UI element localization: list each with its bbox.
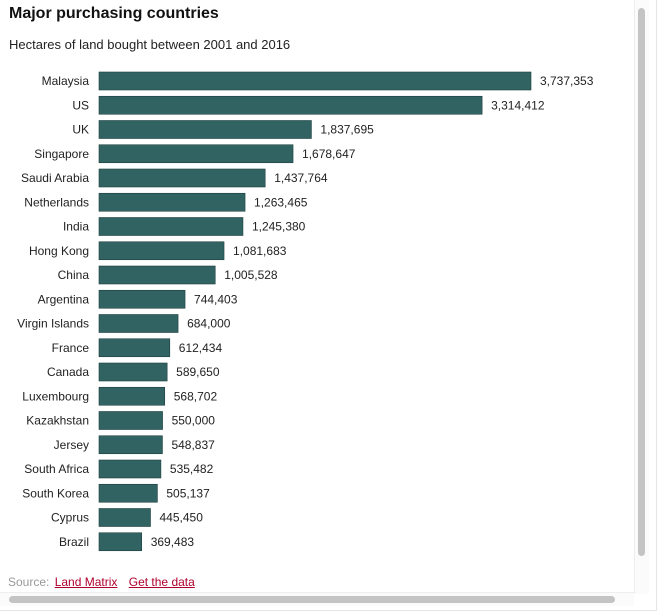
bar-india[interactable] (98, 217, 244, 236)
value-label-argentina: 744,403 (194, 292, 238, 306)
category-label-brazil: Brazil (59, 535, 89, 549)
bar-france[interactable] (98, 338, 171, 358)
value-label-jersey: 548,837 (171, 438, 215, 452)
value-label-luxembourg: 568,702 (174, 389, 218, 403)
bar-kazakhstan[interactable] (98, 411, 163, 430)
bar-argentina[interactable] (98, 289, 186, 309)
value-label-malaysia: 3,737,353 (540, 74, 594, 88)
value-label-virgin-islands: 684,000 (187, 317, 231, 331)
bars (98, 71, 532, 552)
source-link[interactable]: Land Matrix (54, 575, 118, 589)
category-label-malaysia: Malaysia (42, 74, 90, 88)
bar-singapore[interactable] (98, 144, 294, 164)
bar-cyprus[interactable] (98, 508, 151, 527)
category-label-hong-kong: Hong Kong (29, 244, 89, 258)
bar-uk[interactable] (98, 120, 312, 139)
bar-us[interactable] (98, 95, 483, 115)
value-label-brazil: 369,483 (151, 535, 195, 549)
value-labels: 3,737,353 3,314,412 1,837,695 1,678,647 1,43… (151, 74, 594, 549)
category-label-singapore: Singapore (34, 147, 89, 161)
bar-chart: Malaysia US UK Singapore Saudi Arabia Netherl… (17, 71, 594, 552)
bar-brazil[interactable] (98, 532, 143, 552)
vertical-scrollbar[interactable] (634, 0, 649, 594)
get-data-link[interactable]: Get the data (128, 575, 195, 589)
value-label-cyprus: 445,450 (159, 511, 203, 525)
horizontal-scrollbar-thumb[interactable] (9, 596, 615, 603)
bar-hong-kong[interactable] (98, 241, 225, 261)
category-labels: Malaysia US UK Singapore Saudi Arabia Netherl… (17, 74, 89, 549)
category-label-kazakhstan: Kazakhstan (26, 414, 89, 428)
category-label-argentina: Argentina (38, 292, 90, 306)
value-label-us: 3,314,412 (491, 98, 545, 112)
category-label-luxembourg: Luxembourg (22, 389, 89, 403)
source-line: Source: Land Matrix Get the data (8, 575, 195, 589)
category-label-us: US (72, 98, 89, 112)
bar-luxembourg[interactable] (98, 386, 166, 406)
value-label-india: 1,245,380 (252, 220, 306, 234)
vertical-scrollbar-thumb[interactable] (638, 8, 645, 556)
value-label-singapore: 1,678,647 (302, 147, 356, 161)
category-label-south-korea: South Korea (22, 486, 89, 500)
value-label-uk: 1,837,695 (320, 123, 374, 137)
bar-virgin-islands[interactable] (98, 314, 179, 333)
value-label-canada: 589,650 (176, 365, 220, 379)
value-label-kazakhstan: 550,000 (172, 414, 216, 428)
category-label-virgin-islands: Virgin Islands (17, 317, 89, 331)
category-label-south-africa: South Africa (24, 462, 89, 476)
chart-subtitle: Hectares of land bought between 2001 and… (9, 37, 291, 52)
chart-title: Major purchasing countries (9, 5, 219, 22)
category-label-india: India (63, 220, 89, 234)
value-label-france: 612,434 (179, 341, 223, 355)
horizontal-scrollbar[interactable] (0, 592, 634, 606)
bar-saudi-arabia[interactable] (98, 168, 266, 188)
category-label-china: China (58, 268, 90, 282)
category-label-netherlands: Netherlands (24, 195, 89, 209)
bar-netherlands[interactable] (98, 192, 246, 212)
bar-south-africa[interactable] (98, 459, 162, 479)
value-label-china: 1,005,528 (224, 268, 278, 282)
category-label-france: France (52, 341, 90, 355)
category-label-canada: Canada (47, 365, 89, 379)
source-label: Source: (8, 575, 50, 589)
bar-china[interactable] (98, 265, 216, 285)
value-label-hong-kong: 1,081,683 (233, 244, 287, 258)
category-label-jersey: Jersey (54, 438, 89, 452)
value-label-south-korea: 505,137 (166, 486, 210, 500)
category-label-cyprus: Cyprus (51, 511, 89, 525)
category-label-uk: UK (72, 123, 89, 137)
value-label-netherlands: 1,263,465 (254, 195, 308, 209)
value-label-saudi-arabia: 1,437,764 (274, 171, 328, 185)
value-label-south-africa: 535,482 (170, 462, 214, 476)
category-label-saudi-arabia: Saudi Arabia (21, 171, 89, 185)
bar-south-korea[interactable] (98, 483, 158, 503)
bar-jersey[interactable] (98, 435, 163, 455)
bar-canada[interactable] (98, 362, 168, 382)
bar-malaysia[interactable] (98, 71, 532, 91)
chart-content: Major purchasing countries Hectares of l… (8, 5, 594, 589)
